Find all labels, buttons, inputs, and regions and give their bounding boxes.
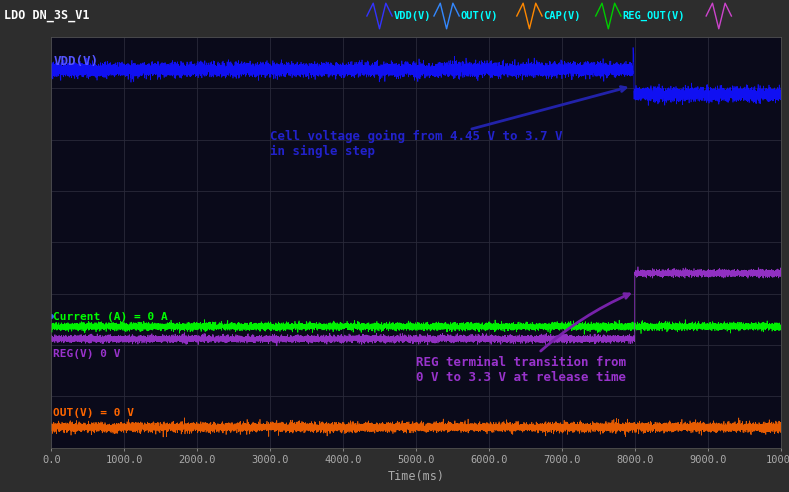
Text: LDO DN_3S_V1: LDO DN_3S_V1 bbox=[4, 9, 89, 23]
Text: VDD(V): VDD(V) bbox=[54, 55, 99, 68]
X-axis label: Time(ms): Time(ms) bbox=[387, 469, 445, 483]
Text: REG_OUT(V): REG_OUT(V) bbox=[623, 11, 685, 21]
Text: VDD(V): VDD(V) bbox=[394, 11, 432, 21]
Text: Cell voltage going from 4.45 V to 3.7 V
in single step: Cell voltage going from 4.45 V to 3.7 V … bbox=[270, 87, 626, 158]
Text: REG(V) 0 V: REG(V) 0 V bbox=[54, 349, 121, 359]
Text: OUT(V): OUT(V) bbox=[461, 11, 499, 21]
Text: REG terminal transition from
0 V to 3.3 V at release time: REG terminal transition from 0 V to 3.3 … bbox=[417, 294, 630, 384]
Text: CAP(V): CAP(V) bbox=[544, 11, 581, 21]
Text: Current (A) = 0 A: Current (A) = 0 A bbox=[54, 311, 168, 322]
Text: OUT(V) = 0 V: OUT(V) = 0 V bbox=[54, 408, 134, 418]
